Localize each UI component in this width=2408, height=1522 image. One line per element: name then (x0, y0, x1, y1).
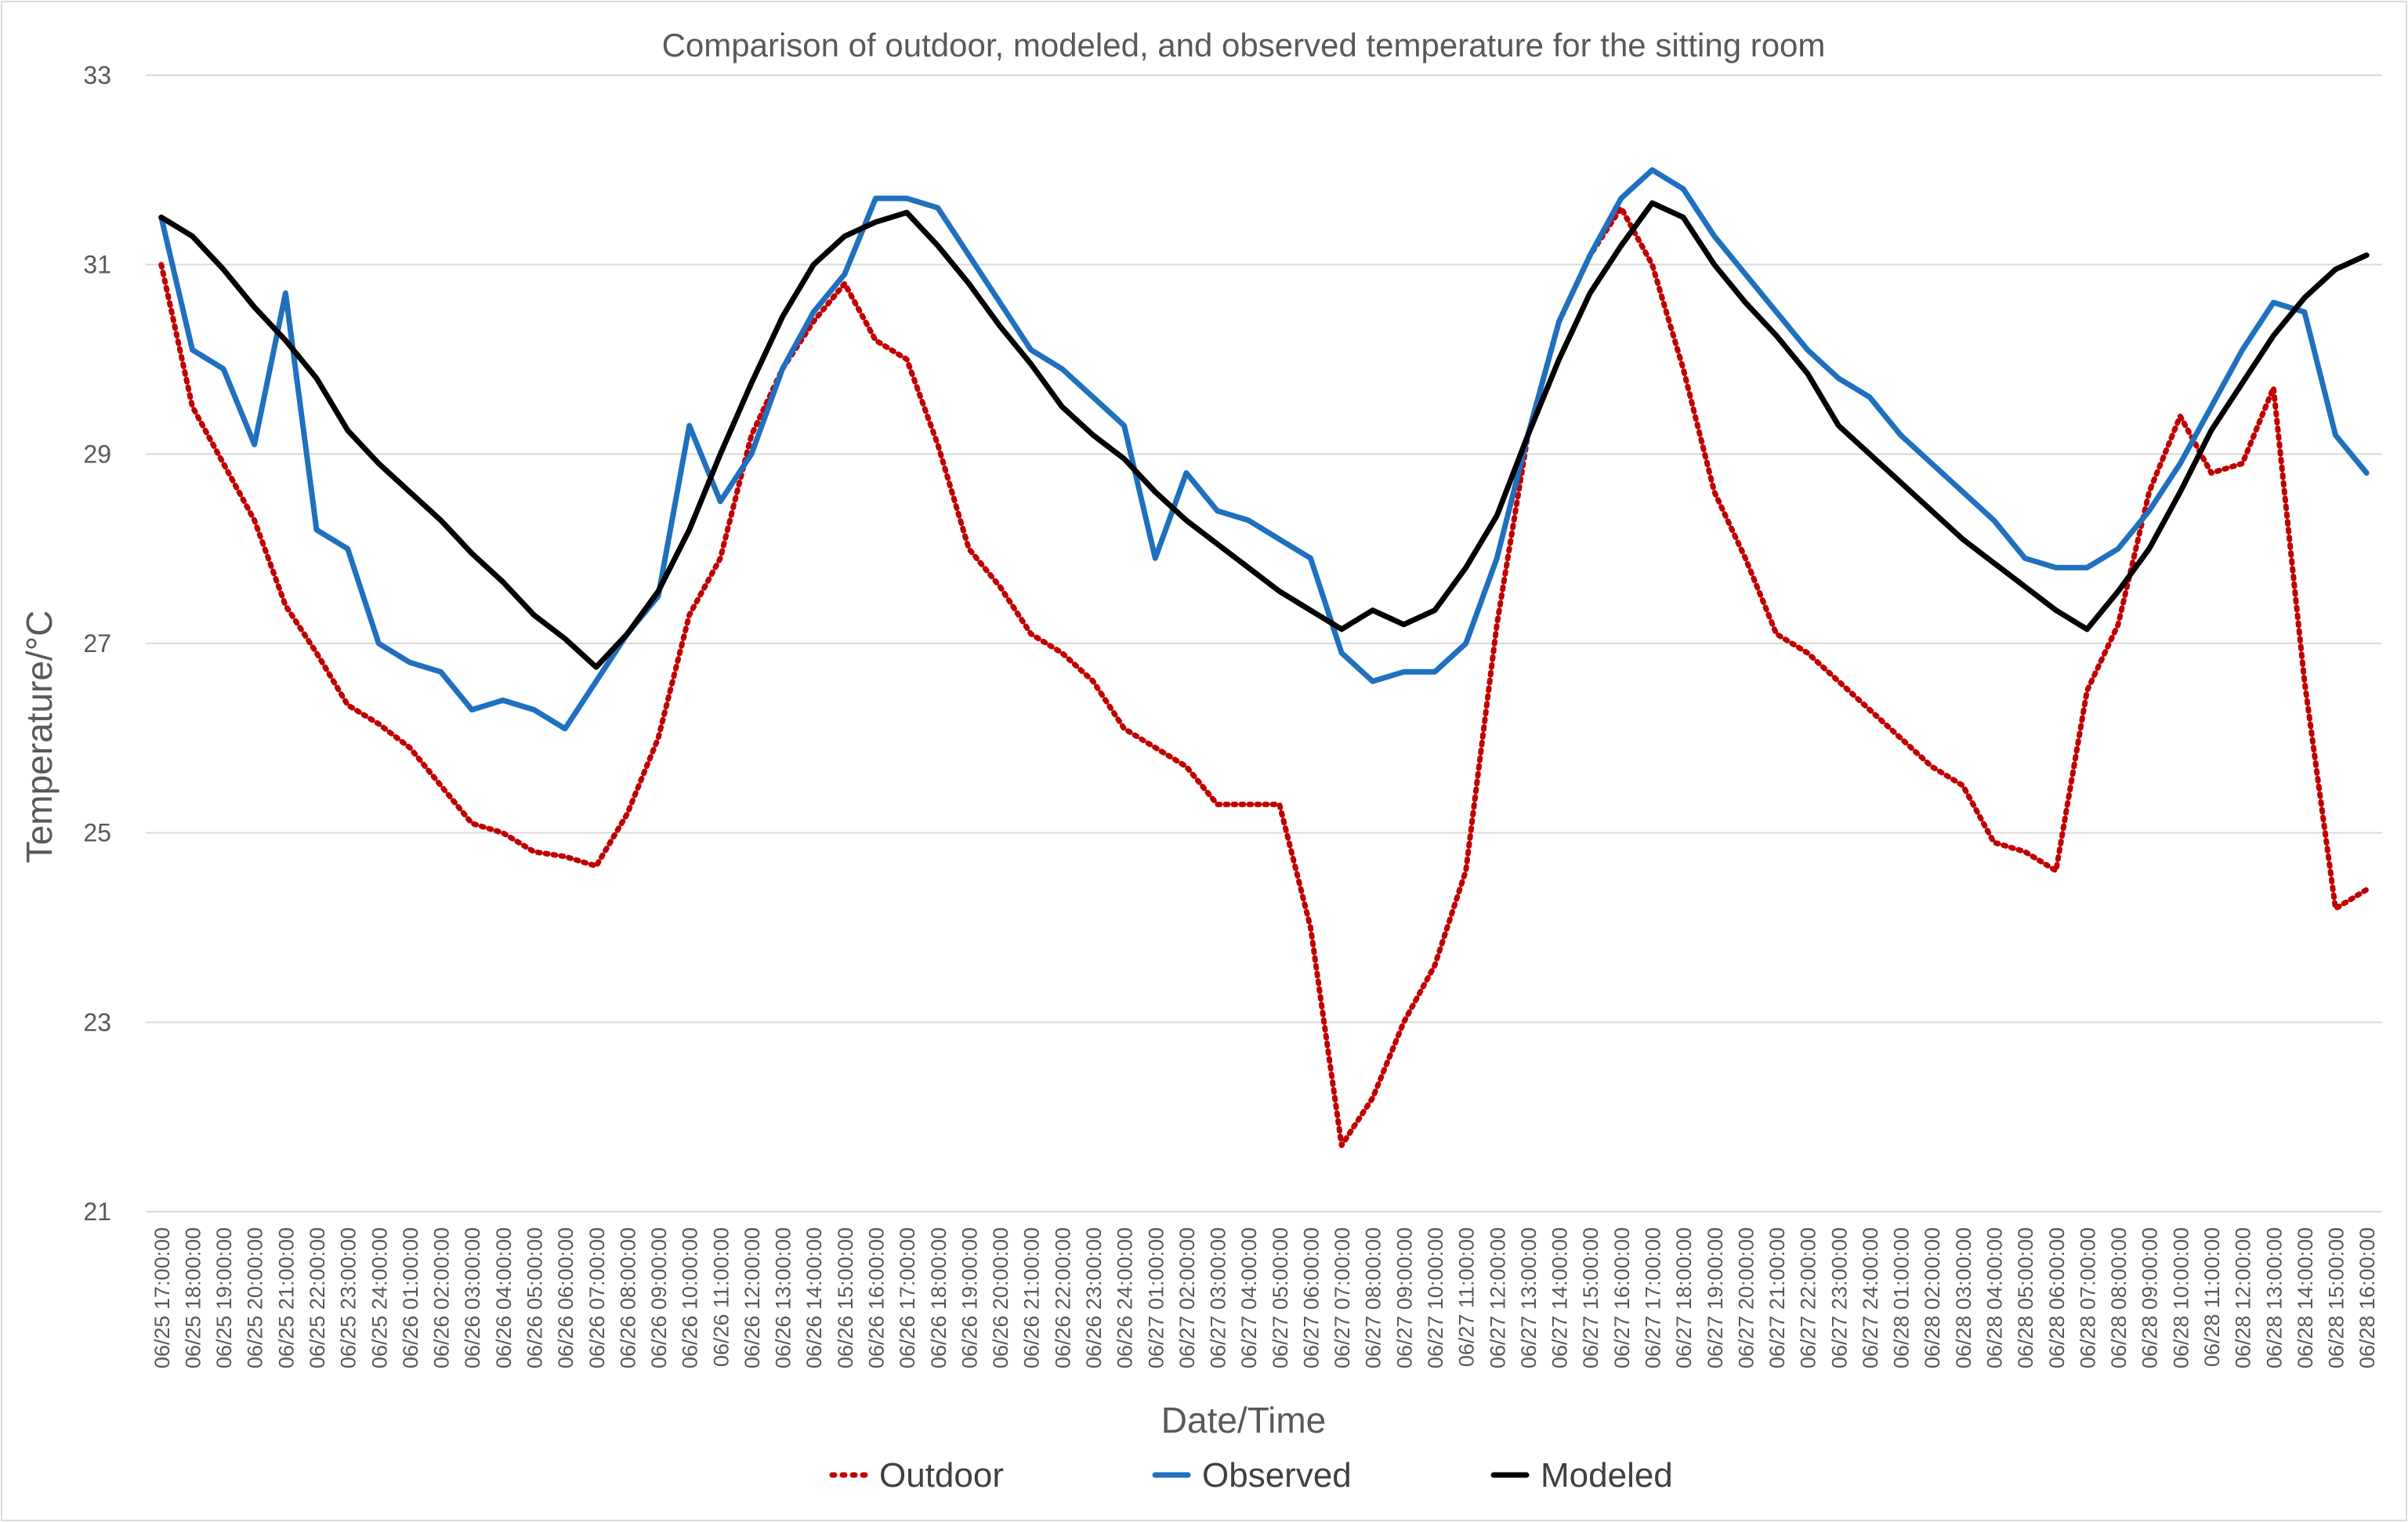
x-tick-label: 06/28 15:00:00 (2325, 1227, 2348, 1368)
legend-label-outdoor: Outdoor (879, 1456, 1004, 1495)
gridlines (146, 74, 2382, 1212)
x-tick-label: 06/26 11:00:00 (709, 1227, 733, 1367)
x-tick-label: 06/28 10:00:00 (2169, 1227, 2193, 1368)
x-tick-label: 06/26 01:00:00 (399, 1227, 422, 1368)
y-axis-label: Temperature/°C (19, 611, 60, 864)
x-tick-label: 06/28 16:00:00 (2355, 1227, 2379, 1368)
x-tick-label: 06/27 03:00:00 (1207, 1227, 1230, 1368)
x-tick-label: 06/26 02:00:00 (430, 1227, 454, 1368)
legend: Outdoor Observed Modeled (829, 1456, 1673, 1495)
x-tick-label: 06/26 17:00:00 (896, 1227, 919, 1368)
x-axis-label: Date/Time (1161, 1400, 1326, 1440)
x-tick-label: 06/26 12:00:00 (741, 1227, 764, 1368)
x-tick-label: 06/26 03:00:00 (461, 1227, 484, 1368)
x-tick-label: 06/26 23:00:00 (1082, 1227, 1106, 1368)
series-lines (158, 167, 2370, 1148)
x-tick-label: 06/26 09:00:00 (647, 1227, 671, 1368)
legend-label-modeled: Modeled (1541, 1456, 1673, 1495)
x-tick-label: 06/25 22:00:00 (306, 1227, 329, 1368)
x-tick-label: 06/28 09:00:00 (2138, 1227, 2162, 1368)
x-tick-label: 06/27 24:00:00 (1859, 1227, 1882, 1368)
x-tick-label: 06/27 23:00:00 (1827, 1227, 1851, 1368)
x-tick-label: 06/28 04:00:00 (1983, 1227, 2007, 1368)
x-tick-label: 06/26 04:00:00 (492, 1227, 516, 1368)
x-tick-label: 06/26 20:00:00 (989, 1227, 1012, 1368)
x-tick-label: 06/27 20:00:00 (1734, 1227, 1758, 1368)
x-tick-label: 06/27 09:00:00 (1392, 1227, 1416, 1368)
x-tick-label: 06/26 24:00:00 (1113, 1227, 1137, 1368)
y-tick-label: 29 (83, 440, 111, 468)
x-tick-label: 06/26 10:00:00 (679, 1227, 702, 1368)
y-tick-label: 31 (83, 251, 111, 279)
legend-label-observed: Observed (1202, 1456, 1352, 1495)
y-tick-labels: 21 23 25 27 29 31 33 (83, 61, 111, 1226)
x-tick-label: 06/28 11:00:00 (2200, 1227, 2224, 1367)
y-tick-label: 27 (83, 629, 111, 658)
y-tick-label: 23 (83, 1008, 111, 1036)
x-tick-label: 06/26 14:00:00 (802, 1227, 826, 1368)
x-tick-label: 06/28 06:00:00 (2045, 1227, 2069, 1368)
x-tick-label: 06/27 18:00:00 (1672, 1227, 1696, 1368)
x-tick-label: 06/27 13:00:00 (1517, 1227, 1541, 1368)
x-tick-labels: 06/25 17:00:00 06/25 18:00:00 06/25 19:00:… (150, 1227, 2379, 1368)
x-tick-label: 06/28 07:00:00 (2076, 1227, 2099, 1368)
x-tick-label: 06/27 22:00:00 (1797, 1227, 1820, 1368)
x-tick-label: 06/25 19:00:00 (212, 1227, 236, 1368)
x-tick-label: 06/28 12:00:00 (2232, 1227, 2255, 1368)
y-tick-label: 21 (83, 1198, 111, 1226)
x-tick-label: 06/27 16:00:00 (1610, 1227, 1634, 1368)
x-tick-label: 06/26 21:00:00 (1020, 1227, 1044, 1368)
series-line-modeled (158, 200, 2370, 670)
x-tick-label: 06/28 05:00:00 (2014, 1227, 2037, 1368)
x-tick-label: 06/28 13:00:00 (2262, 1227, 2286, 1368)
x-tick-label: 06/26 18:00:00 (927, 1227, 951, 1368)
x-tick-label: 06/27 14:00:00 (1548, 1227, 1572, 1368)
x-tick-label: 06/28 03:00:00 (1952, 1227, 1975, 1368)
x-tick-label: 06/27 05:00:00 (1269, 1227, 1292, 1368)
x-tick-label: 06/25 23:00:00 (337, 1227, 360, 1368)
x-tick-label: 06/28 02:00:00 (1921, 1227, 1944, 1368)
x-tick-label: 06/26 19:00:00 (958, 1227, 981, 1368)
x-tick-label: 06/27 04:00:00 (1237, 1227, 1261, 1368)
series-line-observed (158, 167, 2370, 732)
x-tick-label: 06/27 17:00:00 (1642, 1227, 1665, 1368)
x-tick-label: 06/27 07:00:00 (1331, 1227, 1354, 1368)
y-tick-label: 25 (83, 819, 111, 847)
x-tick-label: 06/25 17:00:00 (150, 1227, 174, 1368)
x-tick-label: 06/25 24:00:00 (368, 1227, 391, 1368)
x-tick-label: 06/27 02:00:00 (1175, 1227, 1199, 1368)
x-tick-label: 06/27 01:00:00 (1144, 1227, 1168, 1368)
x-tick-label: 06/28 14:00:00 (2294, 1227, 2317, 1368)
x-tick-label: 06/27 10:00:00 (1424, 1227, 1447, 1368)
x-tick-label: 06/26 07:00:00 (585, 1227, 609, 1368)
x-tick-label: 06/27 12:00:00 (1486, 1227, 1509, 1368)
x-tick-label: 06/26 22:00:00 (1051, 1227, 1074, 1368)
x-tick-label: 06/25 20:00:00 (244, 1227, 267, 1368)
x-tick-label: 06/25 18:00:00 (182, 1227, 205, 1368)
y-tick-label: 33 (83, 61, 111, 89)
x-tick-label: 06/26 16:00:00 (865, 1227, 889, 1368)
series-line-outdoor (158, 205, 2370, 1148)
x-tick-label: 06/27 21:00:00 (1765, 1227, 1789, 1368)
x-tick-label: 06/27 08:00:00 (1362, 1227, 1385, 1368)
x-tick-label: 06/26 08:00:00 (616, 1227, 639, 1368)
x-tick-label: 06/27 15:00:00 (1579, 1227, 1602, 1368)
x-tick-label: 06/28 01:00:00 (1890, 1227, 1914, 1368)
x-tick-label: 06/27 06:00:00 (1300, 1227, 1323, 1368)
x-tick-label: 06/27 11:00:00 (1455, 1227, 1479, 1367)
x-tick-label: 06/26 13:00:00 (772, 1227, 795, 1368)
x-tick-label: 06/26 06:00:00 (554, 1227, 578, 1368)
chart-title: Comparison of outdoor, modeled, and obse… (662, 27, 1826, 63)
x-tick-label: 06/26 15:00:00 (834, 1227, 857, 1368)
x-tick-label: 06/26 05:00:00 (523, 1227, 547, 1368)
x-tick-label: 06/25 21:00:00 (274, 1227, 298, 1368)
x-tick-label: 06/28 08:00:00 (2107, 1227, 2131, 1368)
x-tick-label: 06/27 19:00:00 (1704, 1227, 1727, 1368)
